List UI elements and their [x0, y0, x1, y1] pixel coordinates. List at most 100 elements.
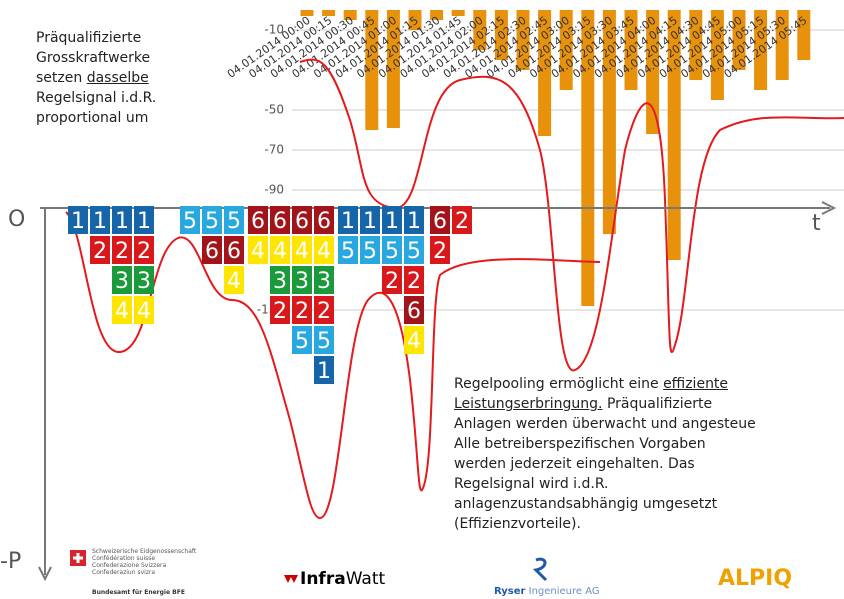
block — [292, 206, 312, 234]
logo-text: Confederaziun svizra — [92, 569, 155, 576]
bar — [408, 10, 422, 30]
block — [180, 206, 200, 234]
note-text: Regelsignal wird i.d.R. — [454, 476, 609, 492]
block — [248, 236, 268, 264]
block-label: 1 — [407, 209, 421, 234]
bar — [538, 10, 552, 136]
logo-text: Watt — [346, 569, 386, 589]
block-label: 6 — [273, 209, 287, 234]
logo-text: Ryser — [494, 586, 526, 597]
block-label: 5 — [205, 209, 219, 234]
block — [224, 206, 244, 234]
block — [292, 266, 312, 294]
block — [90, 236, 110, 264]
block — [134, 266, 154, 294]
block-label: 6 — [407, 299, 421, 324]
block-label: 3 — [295, 269, 309, 294]
block — [112, 236, 132, 264]
axis-label: t — [812, 211, 821, 236]
block-label: 1 — [137, 209, 151, 234]
bar — [365, 10, 379, 130]
block-label: 2 — [295, 299, 309, 324]
y-tick-label: -10 — [264, 23, 284, 37]
block — [404, 326, 424, 354]
block-label: 3 — [317, 269, 331, 294]
bar — [732, 10, 746, 70]
block — [382, 206, 402, 234]
logo-text: Ingenieure AG — [529, 586, 600, 597]
block — [224, 266, 244, 294]
block — [112, 296, 132, 324]
note-text: anlagenzustandsabhängig umgesetzt — [454, 496, 718, 512]
bar — [559, 10, 573, 90]
y-tick-label: -50 — [264, 103, 284, 117]
block — [360, 236, 380, 264]
bar — [667, 10, 681, 260]
block-label: 6 — [433, 209, 447, 234]
block — [224, 236, 244, 264]
note-text: Leistungserbringung. — [454, 396, 603, 412]
red-curve — [299, 58, 844, 372]
block — [430, 236, 450, 264]
block-label: 1 — [93, 209, 107, 234]
block — [314, 236, 334, 264]
block — [90, 206, 110, 234]
block — [360, 206, 380, 234]
block — [430, 206, 450, 234]
axis-label: -P — [0, 549, 21, 574]
block-label: 3 — [137, 269, 151, 294]
block-label: 3 — [273, 269, 287, 294]
block-label: 5 — [407, 239, 421, 264]
note-text: proportional um — [36, 110, 149, 126]
note-text: werden jederzeit eingehalten. Das — [454, 456, 695, 472]
bar — [516, 10, 530, 70]
block-label: 1 — [71, 209, 85, 234]
note-text: Regelpooling ermöglicht eine — [454, 376, 659, 392]
block-label: 6 — [295, 209, 309, 234]
block-label: 5 — [317, 329, 331, 354]
bar — [710, 10, 724, 100]
ryser-mark — [532, 557, 548, 582]
bar — [300, 10, 314, 16]
bar — [624, 10, 638, 90]
block-label: 1 — [317, 359, 331, 384]
block — [314, 356, 334, 384]
block — [382, 266, 402, 294]
block-label: 2 — [93, 239, 107, 264]
block — [202, 236, 222, 264]
bar — [581, 10, 595, 306]
block — [202, 206, 222, 234]
y-tick-label: -90 — [264, 183, 284, 197]
block-label: 6 — [205, 239, 219, 264]
block-label: 4 — [295, 239, 309, 264]
block — [112, 266, 132, 294]
note-text: dasselbe — [86, 70, 149, 86]
bar — [754, 10, 768, 90]
bar — [451, 10, 465, 16]
block — [404, 236, 424, 264]
red-curve — [65, 211, 601, 520]
block — [292, 296, 312, 324]
block-label: 5 — [341, 239, 355, 264]
block-label: 4 — [251, 239, 265, 264]
note-text: Grosskraftwerke — [36, 50, 151, 66]
bar — [494, 10, 508, 60]
block — [314, 296, 334, 324]
swiss-cross — [73, 553, 83, 563]
block-label: 6 — [227, 239, 241, 264]
block-label: 5 — [295, 329, 309, 354]
left-note: Präqualifizierte Grosskraftwerke setzen … — [36, 28, 156, 128]
block-label: 4 — [317, 239, 331, 264]
block — [270, 206, 290, 234]
block — [404, 296, 424, 324]
bar — [386, 10, 400, 128]
block — [270, 236, 290, 264]
block — [292, 236, 312, 264]
block-label: 1 — [363, 209, 377, 234]
arrow — [821, 201, 837, 215]
block — [314, 266, 334, 294]
axis-label: O — [8, 207, 25, 232]
y-tick-label: -70 — [264, 143, 284, 157]
